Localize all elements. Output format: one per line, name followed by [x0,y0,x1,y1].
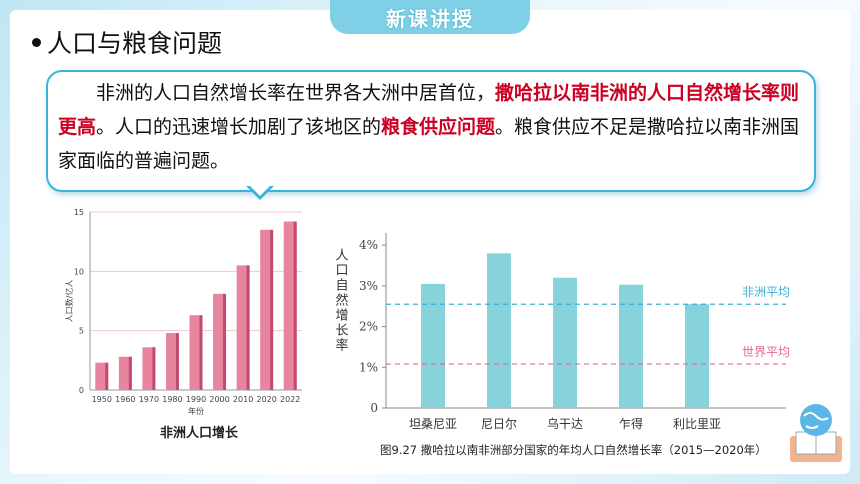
paragraph-part-3: 。粮食供应不足是撒哈拉以南非洲国家面临的普遍问题。 [58,116,800,172]
chart1-bar [142,347,156,390]
chart1-bar [236,265,250,390]
chart1-bar-shade [175,333,179,390]
chart1-title: 非洲人口增长 [160,426,239,441]
globe-book-icon [790,404,842,462]
chart1-bar-shade [270,229,274,390]
chart1-bar-shade [199,315,203,390]
chart1-xtick-label: 1980 [162,395,182,404]
paragraph-highlight-2: 粮食供应问题 [381,116,496,138]
chart2-bar [685,304,709,408]
chart1-bar [189,315,203,390]
chart1-xtick-label: 1950 [92,395,112,404]
speech-bubble-tail [246,184,274,200]
chart2-xtick-label: 乍得 [619,416,643,431]
chart1-xtick-label: 1970 [139,395,159,404]
chart1-ytick-label: 5 [79,327,84,336]
chart2-reference-label: 非洲平均 [742,285,790,299]
chart1-ytick-label: 10 [74,267,84,276]
explanation-paragraph: 非洲的人口自然增长率在世界各大洲中居首位，撒哈拉以南非洲的人口自然增长率则更高。… [58,76,802,178]
chart2-xtick-label: 尼日尔 [481,416,517,431]
chart1-bar-shade [293,221,297,390]
chart2-xtick-label: 坦桑尼亚 [409,417,457,431]
chart1-bar-shade [223,293,227,390]
chart1-bar [95,362,109,390]
chart2-title: 图9.27 撒哈拉以南非洲部分国家的年均人口自然增长率（2015—2020年） [380,443,767,457]
topic-heading: 人口与粮食问题 [32,24,222,60]
chart1-bar [283,221,297,390]
chart1-bar-shade [152,347,156,390]
chart1-x-axis-label: 年份 [188,406,204,416]
population-growth-chart: 0 5 10 15 1950 1960 1970 1980 1990 2000 2010 2020 20… [64,208,302,416]
chart2-ytick-label: 1% [359,360,378,374]
chart2-ytick-label: 0 [370,401,378,415]
chart2-bar [487,253,511,408]
chart1-bar [118,356,132,390]
section-header-title: 新课讲授 [386,6,474,31]
speech-bubble [46,70,816,192]
chart1-bar [213,293,227,390]
chart1-bar [165,333,179,390]
chart2-ytick-label: 4% [359,238,378,252]
chart2-reference-label: 世界平均 [742,345,790,359]
chart2-ytick-label: 2% [359,320,378,334]
chart1-xtick-label: 2000 [209,395,229,404]
chart1-ytick-label: 0 [79,386,84,395]
chart2-bar [421,283,445,408]
paragraph-part-2: 。人口的迅速增长加剧了该地区的 [96,116,382,138]
paragraph-highlight-1: 撒哈拉以南非洲的人口自然增长率则更高 [58,82,800,138]
chart2-bar [619,284,643,408]
chart1-bar [260,229,274,390]
chart1-xtick-label: 1960 [115,395,135,404]
chart2-xtick-label: 利比里亚 [673,417,721,431]
chart2-xtick-label: 乌干达 [547,416,583,431]
chart1-xtick-label: 2010 [233,395,253,404]
chart2-bar [553,277,577,408]
chart1-y-axis-label: 人口数/亿人 [64,280,74,323]
topic-title: 人口与粮食问题 [47,29,223,58]
section-header-tab: 新课讲授 [330,0,530,34]
chart1-bar-shade [128,356,132,390]
chart1-xtick-label: 2020 [256,395,276,404]
paragraph-part-1: 非洲的人口自然增长率在世界各大洲中居首位， [96,82,496,104]
bullet-icon [32,37,41,47]
chart1-xtick-label: 2022 [280,395,300,404]
chart1-ytick-label: 15 [74,208,84,217]
chart2-y-axis-label: 人口自然增长率 [333,248,349,353]
chart2-ytick-label: 3% [359,279,378,293]
chart1-bar-shade [246,265,250,390]
chart1-xtick-label: 1990 [186,395,206,404]
chart1-bar-shade [105,362,109,390]
